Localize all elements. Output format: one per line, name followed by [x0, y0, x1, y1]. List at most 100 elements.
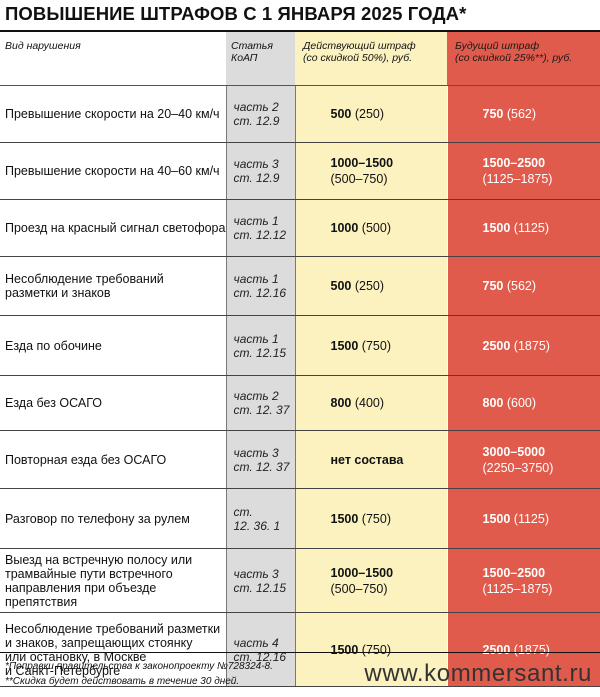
violation-cell: Превышение скорости на 20–40 км/ч	[0, 85, 227, 143]
current-fine-cell: 1000–1500 (500–750)	[295, 142, 448, 200]
violation-text: Проезд на красный сигнал светофора	[5, 221, 226, 235]
article-text: ст. 12.15	[233, 580, 287, 595]
future-fine-cell-discounted: (2250–3750)	[482, 460, 554, 475]
violation-cell: Проезд на красный сигнал светофора	[0, 199, 227, 257]
violation-cell: Езда без ОСАГО	[0, 375, 227, 431]
table-row: Езда по обочине часть 1 ст. 12.15 1500 (750…	[0, 315, 600, 376]
future-fine-cell-amount: 750	[482, 107, 504, 121]
article-cell: часть 2 ст. 12.9	[226, 85, 296, 143]
current-fine-cell-amount: 800	[330, 396, 352, 410]
future-fine-cell: 2500 (1875)	[447, 612, 600, 687]
current-fine-cell: 500 (250)	[295, 85, 448, 143]
current-fine-cell-amount: 1500	[330, 642, 359, 657]
future-fine-cell-amount: 2500	[482, 642, 511, 657]
article-text: часть 3	[233, 157, 279, 171]
violation-text: и знаков, запрещающих стоянку	[5, 635, 193, 650]
article-text: ст. 12.9	[233, 114, 280, 128]
violation-text: Превышение скорости на 20–40 км/ч	[5, 107, 220, 121]
violation-text: Несоблюдение требований разметки	[5, 621, 221, 636]
future-fine-cell: 1500 (1125)	[447, 199, 600, 257]
future-fine-cell-amount: 1500	[482, 221, 511, 235]
source-url: www.kommersant.ru	[364, 660, 592, 687]
current-fine-cell-discounted: (250)	[354, 107, 385, 121]
violation-cell: Несоблюдение требований разметки и знаков	[0, 256, 227, 316]
future-fine-cell: 2500 (1875)	[447, 315, 600, 376]
current-fine-cell: 1000–1500 (500–750)	[295, 548, 448, 613]
future-fine-cell-amount: 800	[482, 396, 504, 410]
violation-text: Превышение скорости на 40–60 км/ч	[5, 164, 220, 178]
future-fine-cell-amount: 3000–5000	[482, 444, 546, 459]
future-fine-cell: 750 (562)	[447, 256, 600, 316]
violation-text: Несоблюдение требований	[5, 272, 164, 286]
future-fine-cell-discounted: (1125–1875)	[482, 581, 553, 596]
current-fine-cell-discounted: (750)	[361, 338, 391, 353]
future-fine-cell-discounted: (562)	[506, 107, 537, 121]
article-cell: часть 3 ст. 12.15	[226, 548, 296, 613]
footnotes: *Поправки правительства к законопроекту …	[5, 659, 273, 689]
current-fine-cell-discounted: (500)	[361, 221, 391, 235]
future-fine-cell-amount: 1500–2500	[482, 565, 546, 580]
fines-table: Вид нарушения Статья КоАП Действующий шт…	[0, 32, 600, 687]
violation-text: Разговор по телефону за рулем	[5, 511, 190, 526]
current-fine-cell-amount: 500	[330, 279, 352, 293]
current-fine-cell-amount: нет состава	[330, 452, 404, 467]
footnote-2: **Скидка будет действовать в течение 30 …	[5, 676, 240, 687]
article-text: ст. 12. 37	[233, 459, 290, 474]
article-cell: часть 1 ст. 12.16	[226, 256, 296, 316]
future-fine-cell: 750 (562)	[447, 85, 600, 143]
violation-text: Езда по обочине	[5, 338, 102, 353]
article-text: часть 2	[233, 389, 279, 403]
current-fine-cell-amount: 1000–1500	[330, 156, 394, 170]
future-fine-cell-discounted: (1125)	[513, 221, 550, 235]
table-row: Разговор по телефону за рулем ст. 12. 36. …	[0, 488, 600, 549]
future-fine-cell-amount: 1500	[482, 511, 511, 526]
table-row: Превышение скорости на 40–60 км/ч часть 3…	[0, 142, 600, 200]
current-fine-cell-discounted: (250)	[354, 279, 385, 293]
violation-cell: Езда по обочине	[0, 315, 227, 376]
violation-cell: Разговор по телефону за рулем	[0, 488, 227, 549]
violation-cell: Выезд на встречную полосу или трамвайные …	[0, 548, 227, 613]
table-header-row: Вид нарушения Статья КоАП Действующий шт…	[0, 32, 600, 86]
current-fine-cell-discounted: (400)	[354, 396, 385, 410]
page-title: ПОВЫШЕНИЕ ШТРАФОВ С 1 ЯНВАРЯ 2025 ГОДА*	[5, 3, 467, 24]
article-text: ст. 12.12	[233, 228, 287, 242]
article-cell: ст. 12. 36. 1	[226, 488, 296, 549]
article-text: ст. 12.9	[233, 171, 280, 185]
current-fine-cell: нет состава	[295, 430, 448, 489]
violation-text: или остановку, в Москве	[5, 649, 147, 664]
violation-cell: Повторная езда без ОСАГО	[0, 430, 227, 489]
article-text: часть 4	[233, 635, 279, 650]
header-current-fine: Действующий штраф (со скидкой 50%), руб.	[295, 32, 447, 86]
current-fine-cell: 500 (250)	[295, 256, 448, 316]
article-text: ст. 12.15	[233, 345, 287, 360]
future-fine-cell-discounted: (1875)	[513, 338, 550, 353]
table-row: Выезд на встречную полосу или трамвайные …	[0, 548, 600, 613]
current-fine-cell: 1500 (750)	[295, 315, 448, 376]
current-fine-cell-amount: 500	[330, 107, 352, 121]
future-fine-cell: 1500 (1125)	[447, 488, 600, 549]
header-future-fine: Будущий штраф (со скидкой 25%**), руб.	[447, 32, 600, 86]
article-text: часть 1	[233, 272, 279, 286]
article-text: ст. 12.16	[233, 286, 287, 300]
article-text: часть 3	[233, 566, 279, 581]
violation-cell: Превышение скорости на 40–60 км/ч	[0, 142, 227, 200]
future-fine-cell-discounted: (1875)	[513, 642, 550, 657]
table-row: Езда без ОСАГО часть 2 ст. 12. 37 800 (400)…	[0, 375, 600, 431]
future-fine-cell: 800 (600)	[447, 375, 600, 431]
article-text: 12. 36. 1	[233, 518, 281, 533]
violation-text: направления при объезде препятствия	[5, 580, 157, 609]
current-fine-cell: 1000 (500)	[295, 199, 448, 257]
violation-text: трамвайные пути встречного	[5, 566, 173, 581]
violation-text: разметки и знаков	[5, 286, 111, 300]
article-text: часть 1	[233, 214, 279, 228]
header-article: Статья КоАП	[226, 32, 295, 86]
article-text: ст.	[233, 504, 253, 519]
footer-rule	[0, 652, 600, 653]
table-row: Повторная езда без ОСАГО часть 3 ст. 12. 3…	[0, 430, 600, 489]
future-fine-cell-discounted: (600)	[506, 396, 537, 410]
future-fine-cell: 3000–5000 (2250–3750)	[447, 430, 600, 489]
table-row: Несоблюдение требований разметки и знаков…	[0, 612, 600, 687]
future-fine-cell-discounted: (562)	[506, 279, 537, 293]
current-fine-cell-discounted: (500–750)	[330, 172, 388, 186]
article-text: ст. 12. 37	[233, 403, 290, 417]
